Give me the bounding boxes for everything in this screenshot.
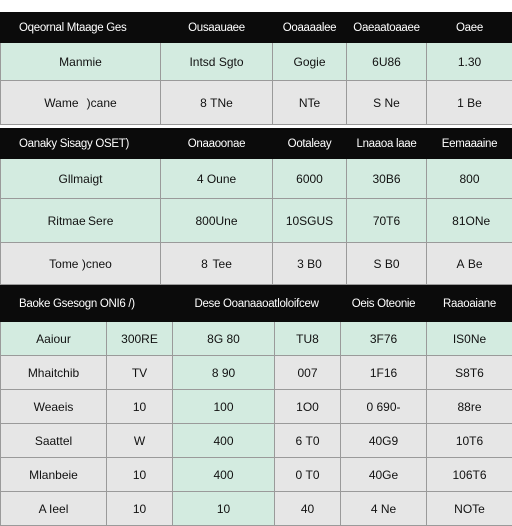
table-row: Aaiour 300RE 8G 80 TU8 3F76 IS0Ne (1, 322, 512, 356)
table-cell: A Be (427, 243, 512, 285)
table-row: Manmie Intsd Sgto Gogie 6U86 1.30 (1, 43, 512, 81)
table-cell: Gogie (273, 43, 347, 81)
table-row: Wame )cane 8 TNe NTe S Ne 1 Be (1, 81, 512, 125)
table-row: Mhaitchib TV 8 90 007 1F16 S8T6 (1, 356, 512, 390)
table-cell: 3F76 (341, 322, 427, 356)
table-row: Tome )cneo 8 Tee 3 B0 S B0 A Be (1, 243, 512, 285)
table-cell: 1 Be (427, 81, 512, 125)
table-cell: 8 TNe (161, 81, 273, 125)
table-cell: S Ne (347, 81, 427, 125)
table-row: Ritmae Sere 800Une 10SGUS 70T6 81ONe (1, 199, 512, 243)
table-cell: Wame )cane (1, 81, 161, 125)
table-cell: Intsd Sgto (161, 43, 273, 81)
table-section-3: Baoke Gsesogn ONI6 /) Dese Ooanaaoatlolo… (0, 285, 512, 526)
table-cell: 106T6 (427, 458, 512, 492)
section-3-header-cell: Dese Ooanaaoatloloifcew (173, 286, 341, 322)
table-cell: 007 (275, 356, 341, 390)
section-3-header-cell: Baoke Gsesogn ONI6 /) (1, 286, 173, 322)
table-cell: 88re (427, 390, 512, 424)
section-2-header-cell: Oanaky Sisagy OSET) (1, 129, 161, 159)
section-2-header-cell: Lnaaoa laae (347, 129, 427, 159)
table-cell: 10 (107, 458, 173, 492)
table-cell: NTe (273, 81, 347, 125)
table-cell: 6U86 (347, 43, 427, 81)
table-cell: 10SGUS (273, 199, 347, 243)
section-1-header-cell: Oaeaatoaaee (347, 13, 427, 43)
table-cell: 4 Oune (161, 159, 273, 199)
table-cell: 800 (427, 159, 512, 199)
table-cell: 8G 80 (173, 322, 275, 356)
table-row: Mlanbeie 10 400 0 T0 40Ge 106T6 (1, 458, 512, 492)
table-cell: 0 T0 (275, 458, 341, 492)
table-cell: Mlanbeie (1, 458, 107, 492)
table-cell: TU8 (275, 322, 341, 356)
table-cell: 8 Tee (161, 243, 273, 285)
table-row: A Ieel 10 10 40 4 Ne NOTe (1, 492, 512, 526)
table-cell: Gllmaigt (1, 159, 161, 199)
table-cell: Weaeis (1, 390, 107, 424)
table-cell: 40Ge (341, 458, 427, 492)
table-cell: 4 Ne (341, 492, 427, 526)
section-1-header-cell: Oaee (427, 13, 512, 43)
table-cell: 70T6 (347, 199, 427, 243)
table-cell: 10 (173, 492, 275, 526)
table-cell: 40G9 (341, 424, 427, 458)
table-cell: A Ieel (1, 492, 107, 526)
table-cell: IS0Ne (427, 322, 512, 356)
table-cell: W (107, 424, 173, 458)
table-cell: 400 (173, 424, 275, 458)
section-1-header-row: Oqeornal Mtaage Ges Ousaauaee Ooaaaalee … (1, 13, 512, 43)
section-1-header-cell: Ousaauaee (161, 13, 273, 43)
table-cell: 40 (275, 492, 341, 526)
table-cell: 10 (107, 492, 173, 526)
table-cell: Tome )cneo (1, 243, 161, 285)
table-cell: 30B6 (347, 159, 427, 199)
table-section-1: Oqeornal Mtaage Ges Ousaauaee Ooaaaalee … (0, 12, 512, 125)
table-cell: 10 (107, 390, 173, 424)
section-1-header-cell: Ooaaaalee (273, 13, 347, 43)
section-1-header-cell: Oqeornal Mtaage Ges (1, 13, 161, 43)
table-cell: NOTe (427, 492, 512, 526)
tables-page: Oqeornal Mtaage Ges Ousaauaee Ooaaaalee … (0, 0, 512, 512)
section-2-header-cell: Onaaoonae (161, 129, 273, 159)
table-cell: 10T6 (427, 424, 512, 458)
section-2-header-cell: Eemaaaine (427, 129, 512, 159)
table-cell: 6 T0 (275, 424, 341, 458)
table-cell: 8 90 (173, 356, 275, 390)
table-cell: S8T6 (427, 356, 512, 390)
table-section-2: Oanaky Sisagy OSET) Onaaoonae Ootaleay L… (0, 128, 512, 285)
table-cell: 3 B0 (273, 243, 347, 285)
table-cell: Manmie (1, 43, 161, 81)
table-row: Weaeis 10 100 1O0 0 690- 88re (1, 390, 512, 424)
section-3-header-cell: Oeis Oteonie (341, 286, 427, 322)
table-cell: 400 (173, 458, 275, 492)
table-row: Gllmaigt 4 Oune 6000 30B6 800 (1, 159, 512, 199)
table-cell: 81ONe (427, 199, 512, 243)
table-cell: 6000 (273, 159, 347, 199)
table-cell: 1F16 (341, 356, 427, 390)
table-cell: 0 690- (341, 390, 427, 424)
table-cell: 100 (173, 390, 275, 424)
section-3-header-cell: Raaoaiane (427, 286, 512, 322)
table-cell: Mhaitchib (1, 356, 107, 390)
table-cell: Ritmae Sere (1, 199, 161, 243)
table-cell: S B0 (347, 243, 427, 285)
table-row: Saattel W 400 6 T0 40G9 10T6 (1, 424, 512, 458)
table-cell: TV (107, 356, 173, 390)
section-3-header-row: Baoke Gsesogn ONI6 /) Dese Ooanaaoatlolo… (1, 286, 512, 322)
table-cell: Saattel (1, 424, 107, 458)
section-2-header-cell: Ootaleay (273, 129, 347, 159)
table-cell: 800Une (161, 199, 273, 243)
table-cell: 1O0 (275, 390, 341, 424)
table-cell: 300RE (107, 322, 173, 356)
table-cell: Aaiour (1, 322, 107, 356)
section-2-header-row: Oanaky Sisagy OSET) Onaaoonae Ootaleay L… (1, 129, 512, 159)
table-cell: 1.30 (427, 43, 512, 81)
